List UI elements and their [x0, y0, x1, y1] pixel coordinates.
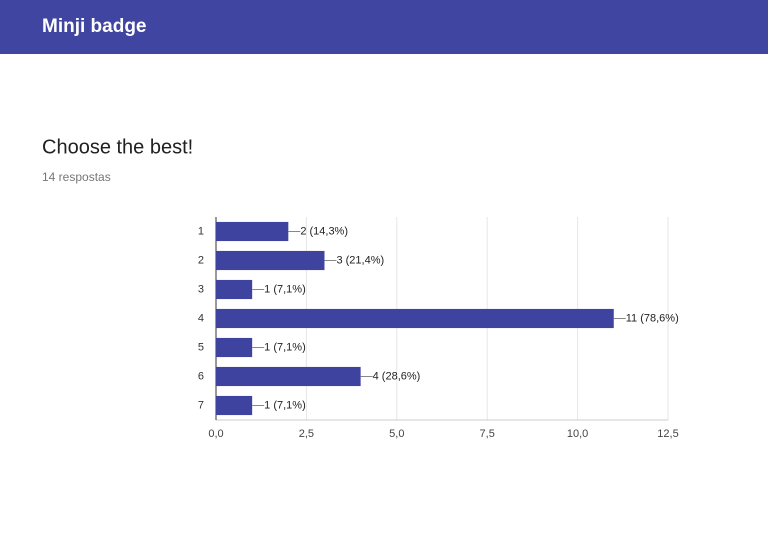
y-tick-label: 3 — [198, 283, 204, 295]
value-label: 1 (7,1%) — [264, 283, 306, 295]
bar — [216, 337, 253, 358]
value-label: 11 (78,6%) — [626, 312, 679, 324]
bar — [216, 308, 614, 329]
question-title: Choose the best! — [42, 136, 193, 158]
x-tick-label: 10,0 — [567, 428, 588, 440]
x-tick-label: 0,0 — [208, 428, 223, 440]
value-label: 3 (21,4%) — [336, 254, 384, 266]
header-title: Minji badge — [42, 16, 147, 37]
y-tick-label: 1 — [198, 225, 204, 237]
value-label: 1 (7,1%) — [264, 399, 306, 411]
value-label: 4 (28,6%) — [373, 370, 421, 382]
y-tick-label: 5 — [198, 341, 204, 353]
y-tick-label: 2 — [198, 254, 204, 266]
y-tick-label: 7 — [198, 399, 204, 411]
x-tick-label: 12,5 — [657, 428, 678, 440]
y-tick-label: 6 — [198, 370, 204, 382]
x-tick-label: 2,5 — [299, 428, 314, 440]
y-tick-label: 4 — [198, 312, 204, 324]
bar — [216, 279, 253, 300]
value-label: 1 (7,1%) — [264, 341, 306, 353]
bar — [216, 395, 253, 416]
bar — [216, 366, 361, 387]
header-bar — [0, 0, 768, 54]
value-label: 2 (14,3%) — [300, 225, 348, 237]
x-tick-label: 5,0 — [389, 428, 404, 440]
bar — [216, 221, 289, 242]
x-tick-label: 7,5 — [480, 428, 495, 440]
bar — [216, 250, 325, 271]
response-count: 14 respostas — [42, 170, 111, 184]
